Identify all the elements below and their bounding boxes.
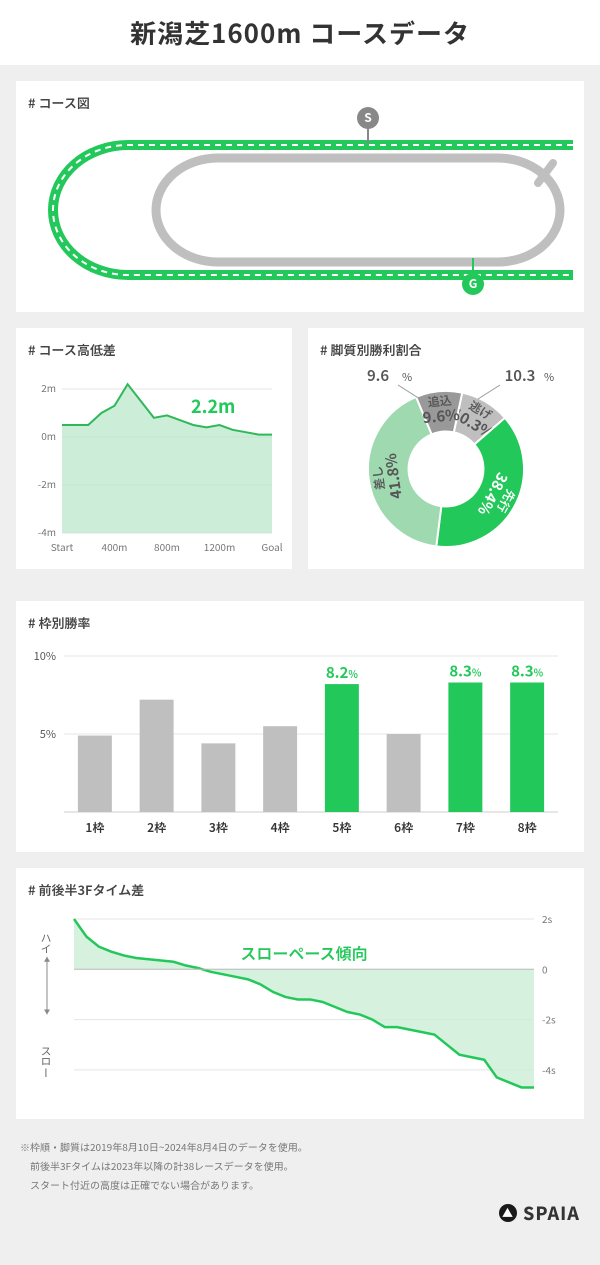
svg-text:0m: 0m [41, 428, 56, 443]
svg-text:5%: 5% [40, 726, 56, 742]
panel-running-style: # 脚質別勝利割合 逃げ10.3%先行38.4%差し41.8%追込9.6%9.6… [308, 328, 584, 569]
panel-frame-winrate: # 枠別勝率 5% 10% 1枠 2枠 3枠 4枠 5枠 8.2% 6枠 7枠 8.3% 8枠 8.3% [16, 601, 584, 852]
svg-text:-4s: -4s [542, 1062, 556, 1077]
pace-label: # 前後半3Fタイム差 [28, 880, 572, 899]
svg-text:5枠: 5枠 [332, 819, 351, 836]
svg-text:400m: 400m [102, 539, 128, 554]
svg-text:8.2%: 8.2% [326, 662, 359, 683]
svg-text:スローペース傾向: スローペース傾向 [240, 940, 367, 964]
svg-text:-2s: -2s [542, 1012, 556, 1027]
panel-course-map: # コース図 SG [16, 81, 584, 312]
elevation-label: # コース高低差 [28, 340, 280, 359]
running-style-chart: 逃げ10.3%先行38.4%差し41.8%追込9.6%9.6%10.3% [320, 367, 572, 557]
frame-winrate-label: # 枠別勝率 [28, 613, 572, 632]
svg-text:9.6: 9.6 [367, 365, 389, 386]
svg-text:スロー: スロー [38, 1045, 54, 1078]
footnote-line: スタート付近の高度は正確でない場合があります。 [0, 1173, 600, 1192]
footer-logo: ▲ SPAIA [499, 1200, 580, 1226]
svg-text:10.3: 10.3 [505, 365, 536, 386]
svg-text:7枠: 7枠 [456, 819, 475, 836]
svg-text:10%: 10% [34, 648, 56, 664]
running-style-label: # 脚質別勝利割合 [320, 340, 572, 359]
elevation-chart: 2m 0m -2m -4mStart 400m 800m 1200m Goal 2.2m [28, 367, 280, 557]
course-map-figure: SG [28, 120, 568, 300]
svg-text:8.3%: 8.3% [511, 661, 544, 682]
footnote: ※枠順・脚質は2019年8月10日~2024年8月4日のデータを使用。 前後半3… [0, 1135, 600, 1192]
svg-text:-2m: -2m [38, 476, 56, 491]
svg-text:-4m: -4m [38, 524, 56, 539]
course-map-label: # コース図 [28, 93, 572, 112]
svg-text:2s: 2s [542, 911, 553, 926]
footer-brand-text: SPAIA [523, 1200, 580, 1226]
svg-text:%: % [402, 369, 412, 385]
footer-logo-icon: ▲ [499, 1204, 517, 1222]
pace-chart: 2s 0 -2s -4s スローペース傾向 ハイスロー [28, 907, 568, 1107]
footnote-line: 前後半3Fタイムは2023年以降の計38レースデータを使用。 [0, 1154, 600, 1173]
svg-text:4枠: 4枠 [271, 819, 290, 836]
svg-text:0: 0 [542, 961, 548, 976]
svg-text:%: % [544, 369, 554, 385]
svg-text:1200m: 1200m [204, 539, 235, 554]
svg-text:6枠: 6枠 [394, 819, 413, 836]
svg-text:2枠: 2枠 [147, 819, 166, 836]
svg-text:Start: Start [51, 539, 74, 554]
svg-text:Goal: Goal [261, 539, 282, 554]
svg-text:1枠: 1枠 [85, 819, 104, 836]
frame-winrate-chart: 5% 10% 1枠 2枠 3枠 4枠 5枠 8.2% 6枠 7枠 8.3% 8枠 8.3% [28, 640, 568, 840]
panel-elevation: # コース高低差 2m 0m -2m -4mStart 400m 800m 1200m Goa… [16, 328, 292, 569]
svg-text:S: S [364, 109, 372, 126]
panel-pace: # 前後半3Fタイム差 2s 0 -2s -4s スローペース傾向 ハイスロー [16, 868, 584, 1119]
footer: ▲ SPAIA [0, 1192, 600, 1242]
footnote-line: ※枠順・脚質は2019年8月10日~2024年8月4日のデータを使用。 [0, 1135, 600, 1154]
svg-text:3枠: 3枠 [209, 819, 228, 836]
svg-text:2.2m: 2.2m [191, 393, 235, 419]
svg-text:800m: 800m [154, 539, 180, 554]
svg-text:8.3%: 8.3% [449, 661, 482, 682]
svg-text:G: G [469, 275, 478, 292]
svg-text:9.6%: 9.6% [422, 404, 461, 428]
svg-text:2m: 2m [41, 380, 56, 395]
page-title: 新潟芝1600m コースデータ [0, 0, 600, 65]
svg-text:8枠: 8枠 [518, 819, 537, 836]
svg-text:ハイ: ハイ [38, 932, 54, 954]
